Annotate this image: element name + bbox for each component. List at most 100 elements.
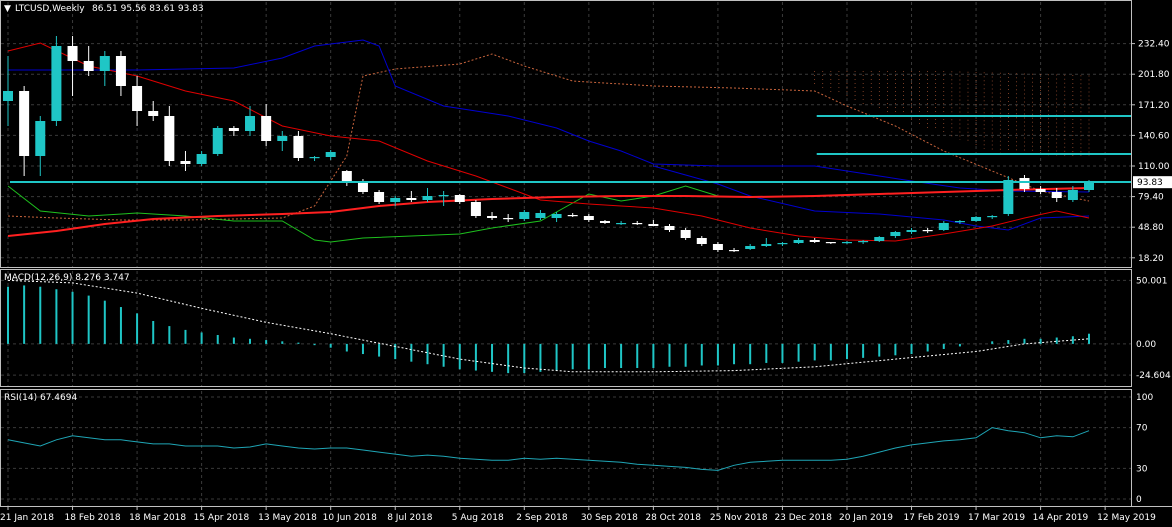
time-axis-label: 12 May 2019 [1097, 513, 1156, 523]
time-axis-label: 14 Apr 2019 [1033, 513, 1089, 523]
macd-pane[interactable] [7, 279, 1090, 374]
candle-body [1003, 180, 1014, 214]
lagging-span-line [7, 185, 719, 243]
time-axis-label: 23 Dec 2018 [774, 513, 832, 523]
candle-body [132, 86, 143, 111]
time-axis-label: 20 Jan 2019 [839, 513, 893, 523]
time-axis-label: 15 Apr 2018 [194, 513, 250, 523]
candle-body [19, 91, 30, 156]
candle-body [874, 237, 885, 241]
time-axis-label: 17 Mar 2019 [968, 513, 1025, 523]
rsi-axis-label: 70 [1136, 424, 1148, 434]
candle-body [583, 216, 594, 220]
fast-ma-line [7, 42, 1090, 242]
price-axis-label: 18.20 [1138, 254, 1164, 264]
candle-body [599, 221, 610, 223]
candle-body [99, 56, 110, 71]
candle-body [567, 215, 578, 217]
macd-pane-frame [0, 269, 1132, 387]
candle-body [1083, 182, 1095, 190]
candle-body [1051, 192, 1062, 198]
candle-body [890, 232, 901, 236]
rsi-axis-label: 30 [1136, 464, 1148, 474]
candle-body [777, 243, 788, 245]
current-price-label: 93.83 [1137, 178, 1163, 188]
price-axis-label: 140.60 [1138, 131, 1170, 141]
time-axis-label: 13 May 2018 [258, 513, 317, 523]
rsi-title: RSI(14) 67.4694 [4, 393, 77, 403]
time-axis-label: 18 Feb 2018 [65, 513, 121, 523]
time-axis-label: 10 Jun 2018 [323, 513, 377, 523]
ohlc-values: 86.51 95.56 83.61 93.83 [92, 4, 204, 14]
candle-body [906, 230, 917, 232]
candle-body [616, 223, 627, 225]
rsi-pane[interactable] [7, 427, 1090, 471]
candle-body [858, 241, 869, 243]
macd-signal [7, 279, 1090, 373]
candle-body [535, 213, 546, 218]
main-pane-frame [0, 0, 1132, 268]
time-axis-label: 5 Aug 2018 [452, 513, 504, 523]
candle-body [664, 226, 675, 230]
collapse-arrow-icon[interactable]: ▼ [4, 4, 11, 14]
candle-body [115, 56, 126, 86]
candle-body [841, 242, 852, 244]
candle-body [503, 218, 514, 220]
candle-body [971, 217, 982, 221]
macd-title: MACD(12,26,9) 8.276 3.747 [4, 273, 130, 283]
indicator-lines [7, 39, 1090, 243]
axes: 232.40 201.80 171.20 140.60 110.00 79.40 48.80… [0, 40, 1172, 523]
candle-body [245, 116, 256, 131]
price-axis-label: 110.00 [1138, 162, 1170, 172]
candle-body [519, 212, 530, 219]
symbol-label: LTCUSD,Weekly [15, 4, 85, 14]
candle-body [422, 196, 433, 200]
bollinger-upper-line [8, 39, 1090, 193]
grid [1, 2, 1131, 506]
candles [2, 36, 1095, 252]
candle-body [954, 221, 965, 223]
candle-body [922, 230, 933, 232]
candle-body [148, 111, 159, 116]
rsi-line [7, 427, 1090, 471]
candle-body [1035, 189, 1046, 192]
main-pane[interactable] [2, 36, 1131, 252]
macd-axis-label: -24.604 [1136, 371, 1171, 381]
candle-body [745, 246, 756, 249]
candle-body [696, 238, 707, 244]
candle-body [438, 195, 449, 197]
candle-body [2, 91, 14, 101]
candle-body [761, 244, 772, 246]
candle-body [390, 198, 401, 202]
candle-body [729, 250, 740, 252]
price-axis-label: 171.20 [1138, 101, 1170, 111]
macd-histogram [7, 285, 1090, 374]
candle-body [180, 161, 191, 164]
candle-body [341, 171, 352, 182]
candle-body [164, 116, 175, 161]
time-axis-label: 25 Nov 2018 [710, 513, 768, 523]
candle-body [374, 192, 385, 202]
candle-body [1067, 190, 1078, 200]
candle-body [406, 198, 417, 200]
candle-body [487, 216, 498, 218]
candle-body [551, 214, 562, 218]
candle-body [987, 216, 998, 218]
time-axis-label: 17 Feb 2019 [904, 513, 960, 523]
candle-body [228, 128, 239, 131]
level-lines [10, 115, 1131, 183]
macd-axis-label: 0.00 [1136, 340, 1156, 350]
time-axis-label: 2 Sep 2018 [516, 513, 568, 523]
rsi-axis-label: 0 [1136, 495, 1142, 505]
candle-body [809, 240, 820, 242]
time-axis-label: 21 Jan 2018 [0, 513, 54, 523]
candle-body [938, 223, 949, 230]
candle-body [212, 128, 223, 154]
current-price-tag [1133, 176, 1172, 189]
candle-body [793, 240, 804, 243]
candle-body [454, 195, 465, 202]
candle-body [680, 230, 691, 238]
candle-body [470, 202, 481, 216]
